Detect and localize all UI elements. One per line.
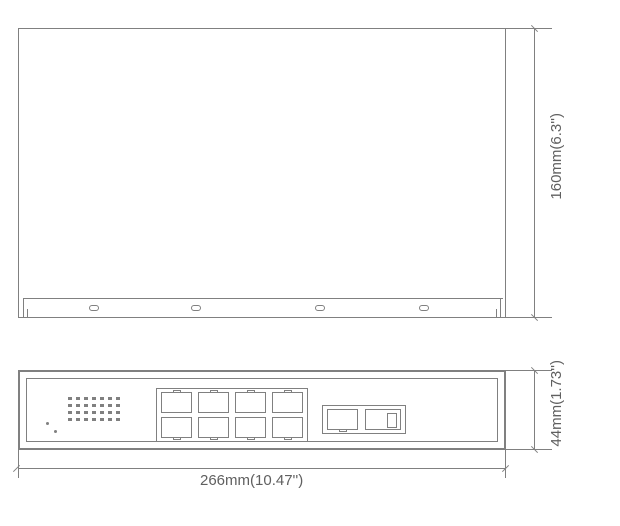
top-view: [18, 28, 506, 318]
rj45-port-5: [161, 417, 192, 438]
uplink-port: [327, 409, 358, 430]
height-label: 44mm(1.73''): [548, 360, 565, 447]
sfp-slot: [365, 409, 401, 430]
mounting-hole-2: [315, 305, 325, 311]
indicator-dot-1: [54, 430, 57, 433]
rj45-port-6: [198, 417, 229, 438]
rj45-port-1: [161, 392, 192, 413]
led-row-0: [68, 397, 120, 400]
mounting-hole-3: [419, 305, 429, 311]
indicator-dot-0: [46, 422, 49, 425]
rj45-port-3: [235, 392, 266, 413]
rj45-port-8: [272, 417, 303, 438]
led-row-1: [68, 404, 120, 407]
depth-label: 160mm(6.3''): [548, 113, 565, 200]
mounting-hole-0: [89, 305, 99, 311]
rj45-port-4: [272, 392, 303, 413]
front-panel: [18, 370, 506, 450]
led-row-3: [68, 418, 120, 421]
rj45-port-2: [198, 392, 229, 413]
width-label: 266mm(10.47''): [200, 472, 303, 489]
mounting-hole-1: [191, 305, 201, 311]
led-row-2: [68, 411, 120, 414]
rj45-port-7: [235, 417, 266, 438]
